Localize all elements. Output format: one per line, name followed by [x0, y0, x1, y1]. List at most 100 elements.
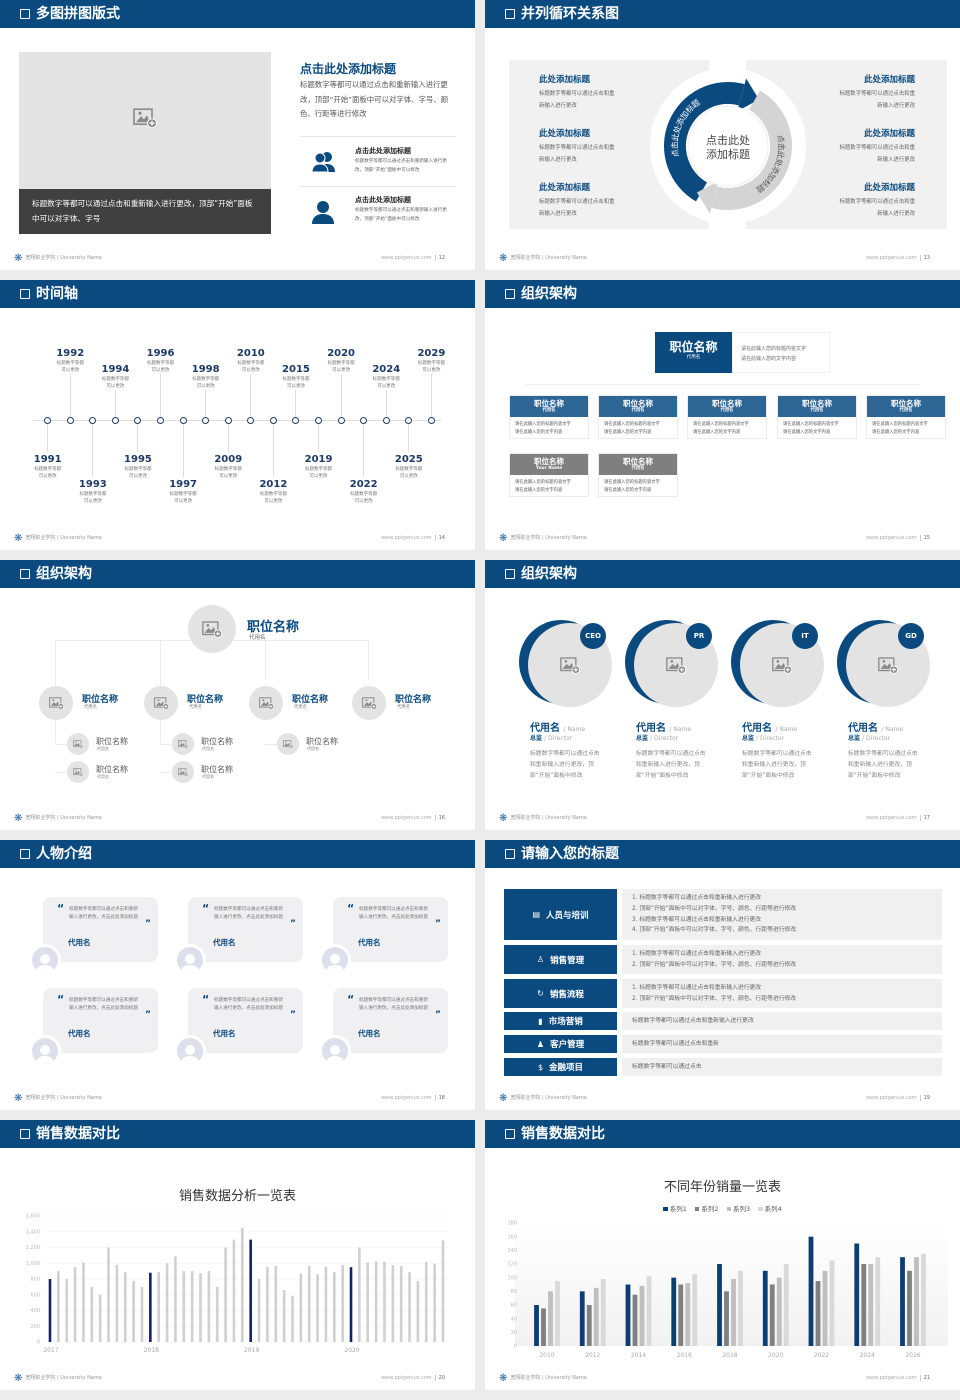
timeline-node[interactable]: [89, 417, 97, 424]
bar[interactable]: [332, 1271, 336, 1342]
bar-系列1[interactable]: [808, 1236, 814, 1346]
bar-系列1[interactable]: [579, 1291, 585, 1346]
bar[interactable]: [182, 1271, 186, 1342]
bar[interactable]: [132, 1280, 135, 1342]
bar[interactable]: [232, 1239, 236, 1342]
bar[interactable]: [57, 1271, 60, 1342]
bar-系列4[interactable]: [646, 1276, 652, 1346]
slide-thumbnail[interactable]: 组织架构 ❋ 宽翔职业学院 | University Name www.pptgeni…: [485, 280, 960, 550]
bar[interactable]: [115, 1264, 119, 1342]
bar[interactable]: [307, 1265, 311, 1342]
bar-系列1[interactable]: [671, 1277, 677, 1346]
bar-系列4[interactable]: [738, 1270, 743, 1346]
timeline-node[interactable]: [247, 417, 255, 424]
bar[interactable]: [140, 1286, 144, 1342]
bar-系列3[interactable]: [593, 1287, 599, 1346]
position-box[interactable]: 职位名称 Your Name 请在此输入您的标题内容文字 请在此输入您的文字内容: [509, 453, 589, 497]
bar[interactable]: [165, 1263, 169, 1342]
bar-系列2[interactable]: [861, 1264, 867, 1346]
bar-系列2[interactable]: [907, 1270, 912, 1346]
avatar-placeholder[interactable]: [67, 761, 89, 783]
image-placeholder[interactable]: [19, 52, 271, 189]
site-url[interactable]: www.pptgenius.com: [866, 255, 917, 261]
testimonial-card[interactable]: “ 标题数字等都可以通过点击和重新输入进行更改，点击此处添加标题 ” 代用名: [188, 988, 303, 1053]
blue-arc-arrow[interactable]: [664, 82, 745, 202]
timeline-node[interactable]: [427, 417, 435, 424]
bar[interactable]: [266, 1266, 269, 1342]
bar[interactable]: [199, 1273, 202, 1342]
legend-item[interactable]: 系列2: [694, 1205, 719, 1213]
bar-系列1[interactable]: [717, 1264, 722, 1346]
timeline-node[interactable]: [337, 417, 345, 424]
bar[interactable]: [324, 1266, 328, 1342]
avatar-placeholder[interactable]: [740, 623, 824, 707]
timeline-node[interactable]: [44, 417, 52, 424]
slide-thumbnail[interactable]: 多图拼图版式 ❋ 宽翔职业学院 | University Name www.pptge…: [0, 0, 475, 270]
bar[interactable]: [48, 1279, 52, 1342]
position-box[interactable]: 职位名称 代用名 请在此输入您的标题内容文字 请在此输入您的文字内容: [509, 395, 589, 439]
bar[interactable]: [416, 1280, 420, 1342]
avatar-placeholder[interactable]: [172, 761, 194, 783]
testimonial-card[interactable]: “ 标题数字等都可以通过点击和重新输入进行更改，点击此处添加标题 ” 代用名: [43, 988, 158, 1053]
bar-系列4[interactable]: [692, 1274, 698, 1346]
position-box[interactable]: 职位名称 代用名 请在此输入您的标题内容文字 请在此输入您的文字内容: [598, 395, 678, 439]
testimonial-card[interactable]: “ 标题数字等都可以通过点击和重新输入进行更改，点击此处添加标题 ” 代用名: [43, 897, 158, 962]
site-url[interactable]: www.pptgenius.com: [381, 255, 432, 261]
bar[interactable]: [174, 1256, 177, 1342]
site-url[interactable]: www.pptgenius.com: [866, 815, 917, 821]
category-button[interactable]: ▤ 人员与培训: [504, 889, 617, 940]
bar[interactable]: [107, 1247, 110, 1343]
slide-thumbnail[interactable]: 销售数据对比 ❋ 宽翔职业学院 | University Name www.pptge…: [0, 1120, 475, 1390]
bar[interactable]: [316, 1274, 319, 1342]
bar-系列2[interactable]: [815, 1281, 821, 1346]
bar-系列3[interactable]: [685, 1283, 691, 1346]
bar[interactable]: [433, 1263, 436, 1342]
testimonial-card[interactable]: “ 标题数字等都可以通过点击和重新输入进行更改，点击此处添加标题 ” 代用名: [188, 897, 303, 962]
avatar-placeholder[interactable]: [277, 733, 299, 755]
bar-系列4[interactable]: [875, 1257, 881, 1346]
bar-系列3[interactable]: [548, 1291, 553, 1346]
site-url[interactable]: www.pptgenius.com: [866, 1095, 917, 1101]
slide-thumbnail[interactable]: 组织架构 ❋ 宽翔职业学院 | University Name www.pptgeni…: [485, 560, 960, 830]
center-title-line1[interactable]: 点击此处: [706, 134, 750, 147]
site-url[interactable]: www.pptgenius.com: [381, 535, 432, 541]
bar-系列4[interactable]: [555, 1281, 560, 1346]
bar[interactable]: [366, 1262, 370, 1342]
category-button[interactable]: ♟ 客户管理: [504, 1035, 617, 1053]
site-url[interactable]: www.pptgenius.com: [866, 535, 917, 541]
bar[interactable]: [383, 1261, 386, 1342]
timeline-node[interactable]: [111, 417, 119, 424]
bar[interactable]: [257, 1279, 261, 1342]
slide-thumbnail[interactable]: 请输入您的标题 ❋ 宽翔职业学院 | University Name www.pptg…: [485, 840, 960, 1110]
avatar-placeholder[interactable]: [352, 686, 386, 720]
avatar-placeholder[interactable]: [39, 686, 73, 720]
category-button[interactable]: ↻ 销售流程: [504, 979, 617, 1008]
category-button[interactable]: ♙ 销售管理: [504, 945, 617, 974]
bar-系列1[interactable]: [625, 1284, 631, 1347]
gray-arc-arrow[interactable]: [711, 90, 792, 210]
top-avatar-placeholder[interactable]: [188, 605, 236, 653]
testimonial-card[interactable]: “ 标题数字等都可以通过点击和重新输入进行更改，点击此处添加标题 ” 代用名: [333, 897, 448, 962]
bar-系列3[interactable]: [914, 1257, 919, 1346]
bar-系列1[interactable]: [900, 1257, 905, 1346]
timeline-node[interactable]: [382, 417, 390, 424]
bar[interactable]: [408, 1271, 411, 1342]
position-box[interactable]: 职位名称 代用名 请在此输入您的标题内容文字 请在此输入您的文字内容: [687, 395, 767, 439]
bar-系列1[interactable]: [762, 1270, 768, 1346]
site-url[interactable]: www.pptgenius.com: [381, 1095, 432, 1101]
bar[interactable]: [207, 1271, 211, 1342]
bar-系列3[interactable]: [868, 1264, 874, 1346]
bar[interactable]: [299, 1273, 303, 1342]
timeline-node[interactable]: [292, 417, 300, 424]
center-title-line2[interactable]: 添加标题: [706, 147, 750, 161]
position-box[interactable]: 职位名称 代用名 请在此输入您的标题内容文字 请在此输入您的文字内容: [598, 453, 678, 497]
bar[interactable]: [98, 1294, 102, 1342]
legend-item[interactable]: 系列3: [726, 1205, 750, 1213]
bar-系列3[interactable]: [776, 1277, 782, 1346]
timeline-node[interactable]: [360, 417, 368, 424]
timeline-node[interactable]: [269, 417, 277, 424]
bar-系列2[interactable]: [541, 1308, 546, 1346]
bar-系列4[interactable]: [921, 1253, 926, 1346]
bar[interactable]: [82, 1262, 85, 1342]
slide-thumbnail[interactable]: 销售数据对比 ❋ 宽翔职业学院 | University Name www.pptge…: [485, 1120, 960, 1390]
